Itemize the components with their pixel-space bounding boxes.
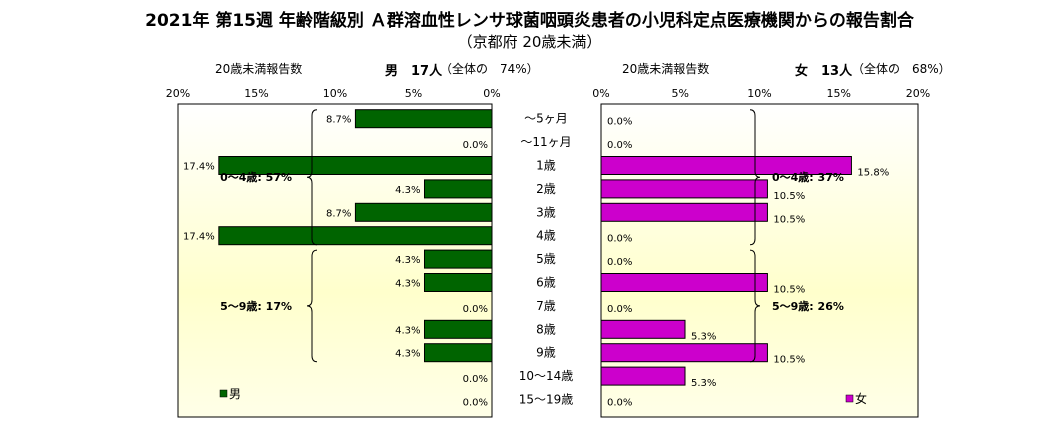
male-bar bbox=[218, 156, 493, 175]
chart-title: 2021年 第15週 年齢階級別 Ａ群溶血性レンサ球菌咽頭炎患者の小児科定点医療… bbox=[145, 11, 914, 31]
female-bar bbox=[600, 366, 686, 386]
female-group-label: 0～4歳: 37% bbox=[772, 170, 844, 184]
female-data-label: 0.0% bbox=[607, 398, 632, 409]
female-bar bbox=[600, 343, 768, 363]
male-bar bbox=[423, 319, 493, 339]
left-header-share: （全体の 74%） bbox=[440, 62, 539, 76]
female-data-label: 0.0% bbox=[607, 140, 632, 151]
male-data-label: 4.3% bbox=[395, 255, 420, 266]
male-group-brace bbox=[306, 109, 318, 246]
male-bar bbox=[218, 226, 493, 246]
male-data-label: 0.0% bbox=[463, 374, 488, 385]
female-bar bbox=[600, 319, 686, 339]
female-bar bbox=[600, 179, 768, 199]
left-x-tick-label: 15% bbox=[244, 87, 268, 100]
category-label: ～11ヶ月 bbox=[520, 135, 571, 149]
male-group-label: 5～9歳: 17% bbox=[220, 299, 292, 313]
male-group-label: 0～4歳: 57% bbox=[220, 170, 292, 184]
category-label: 15～19歳 bbox=[519, 393, 574, 407]
female-data-label: 0.0% bbox=[607, 257, 632, 268]
male-group-brace bbox=[306, 249, 318, 363]
male-data-label: 4.3% bbox=[395, 325, 420, 336]
female-data-label: 0.0% bbox=[607, 117, 632, 128]
female-bar bbox=[600, 202, 768, 222]
category-label: 4歳 bbox=[536, 229, 556, 243]
legend-label-male: 男 bbox=[229, 387, 241, 401]
male-data-label: 0.0% bbox=[463, 304, 488, 315]
left-header-count: 男 17人 bbox=[385, 64, 443, 79]
left-x-tick-label: 10% bbox=[323, 87, 347, 100]
category-label: 5歳 bbox=[536, 252, 556, 266]
right-header-share: （全体の 68%） bbox=[852, 62, 951, 76]
category-label: 6歳 bbox=[536, 276, 556, 290]
right-x-tick-label: 5% bbox=[672, 87, 689, 100]
male-data-label: 17.4% bbox=[183, 162, 215, 173]
female-group-label: 5～9歳: 26% bbox=[772, 299, 844, 313]
female-data-label: 10.5% bbox=[773, 214, 805, 225]
male-data-label: 4.3% bbox=[395, 185, 420, 196]
right-x-tick-label: 0% bbox=[592, 87, 609, 100]
male-bar bbox=[354, 109, 493, 129]
male-bar bbox=[423, 179, 493, 199]
category-label: 8歳 bbox=[536, 322, 556, 336]
right-x-tick-label: 15% bbox=[827, 87, 851, 100]
male-data-label: 4.3% bbox=[395, 349, 420, 360]
category-label: ～5ヶ月 bbox=[524, 112, 568, 126]
female-data-label: 0.0% bbox=[607, 304, 632, 315]
category-label: 9歳 bbox=[536, 346, 556, 360]
female-group-brace bbox=[749, 249, 761, 363]
female-group-brace bbox=[749, 109, 761, 246]
male-data-label: 8.7% bbox=[326, 208, 351, 219]
male-bar bbox=[423, 343, 493, 363]
female-data-label: 0.0% bbox=[607, 234, 632, 245]
female-data-label: 5.3% bbox=[691, 378, 716, 389]
category-label: 7歳 bbox=[536, 299, 556, 313]
male-data-label: 0.0% bbox=[463, 398, 488, 409]
chart-subtitle: （京都府 20歳未満） bbox=[457, 33, 602, 51]
male-data-label: 17.4% bbox=[183, 232, 215, 243]
category-label: 3歳 bbox=[536, 205, 556, 219]
female-data-label: 10.5% bbox=[773, 191, 805, 202]
category-label: 2歳 bbox=[536, 182, 556, 196]
female-data-label: 10.5% bbox=[773, 355, 805, 366]
female-data-label: 10.5% bbox=[773, 285, 805, 296]
female-bar bbox=[600, 273, 768, 292]
male-bar bbox=[423, 273, 493, 292]
right-header-label: 20歳未満報告数 bbox=[622, 62, 710, 76]
left-x-tick-label: 20% bbox=[166, 87, 190, 100]
female-data-label: 5.3% bbox=[691, 331, 716, 342]
legend-label-female: 女 bbox=[855, 391, 867, 406]
category-label: 1歳 bbox=[536, 159, 556, 173]
right-x-tick-label: 20% bbox=[906, 87, 930, 100]
female-bar bbox=[600, 156, 852, 175]
male-data-label: 4.3% bbox=[395, 279, 420, 290]
right-header-count: 女 13人 bbox=[795, 64, 853, 79]
left-header-label: 20歳未満報告数 bbox=[215, 62, 303, 76]
female-data-label: 15.8% bbox=[857, 168, 889, 179]
male-data-label: 8.7% bbox=[326, 115, 351, 126]
left-x-tick-label: 5% bbox=[405, 87, 422, 100]
male-data-label: 0.0% bbox=[463, 140, 488, 151]
male-bar bbox=[354, 202, 493, 222]
male-bar bbox=[423, 249, 493, 269]
legend-swatch-male bbox=[219, 389, 228, 398]
legend-swatch-female bbox=[845, 394, 854, 403]
right-x-tick-label: 10% bbox=[747, 87, 771, 100]
category-label: 10～14歳 bbox=[519, 369, 574, 383]
left-x-tick-label: 0% bbox=[483, 87, 500, 100]
